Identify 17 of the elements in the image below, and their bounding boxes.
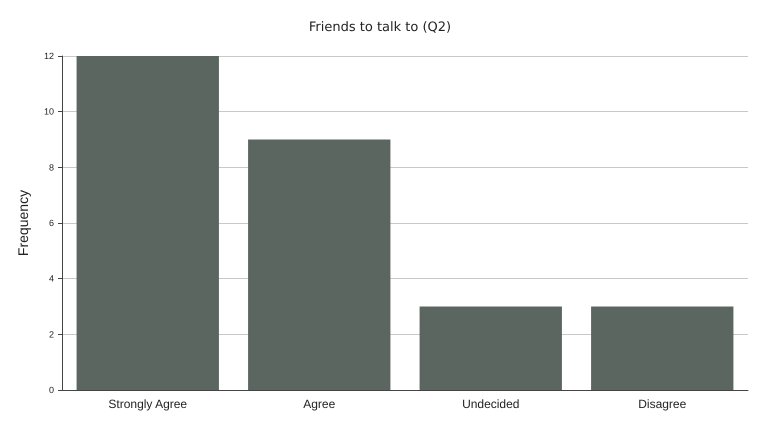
x-tick-label: Agree bbox=[303, 397, 336, 411]
chart-title: Friends to talk to (Q2) bbox=[308, 20, 452, 35]
y-tick-label: 12 bbox=[44, 51, 54, 61]
x-tick-label: Disagree bbox=[638, 397, 687, 411]
y-tick-label: 8 bbox=[48, 162, 54, 172]
x-tick-label: Strongly Agree bbox=[108, 397, 188, 411]
bar bbox=[76, 56, 219, 390]
y-tick-label: 6 bbox=[48, 218, 54, 228]
y-tick-label: 2 bbox=[48, 329, 54, 340]
y-tick-label: 10 bbox=[44, 106, 54, 117]
y-axis-title: Frequency bbox=[15, 190, 31, 256]
x-tick-label: Undecided bbox=[462, 397, 520, 411]
bar bbox=[248, 140, 390, 390]
bar bbox=[420, 306, 562, 390]
y-tick-label: 0 bbox=[48, 385, 54, 395]
y-tick-label: 4 bbox=[48, 274, 54, 284]
bar bbox=[591, 306, 734, 390]
